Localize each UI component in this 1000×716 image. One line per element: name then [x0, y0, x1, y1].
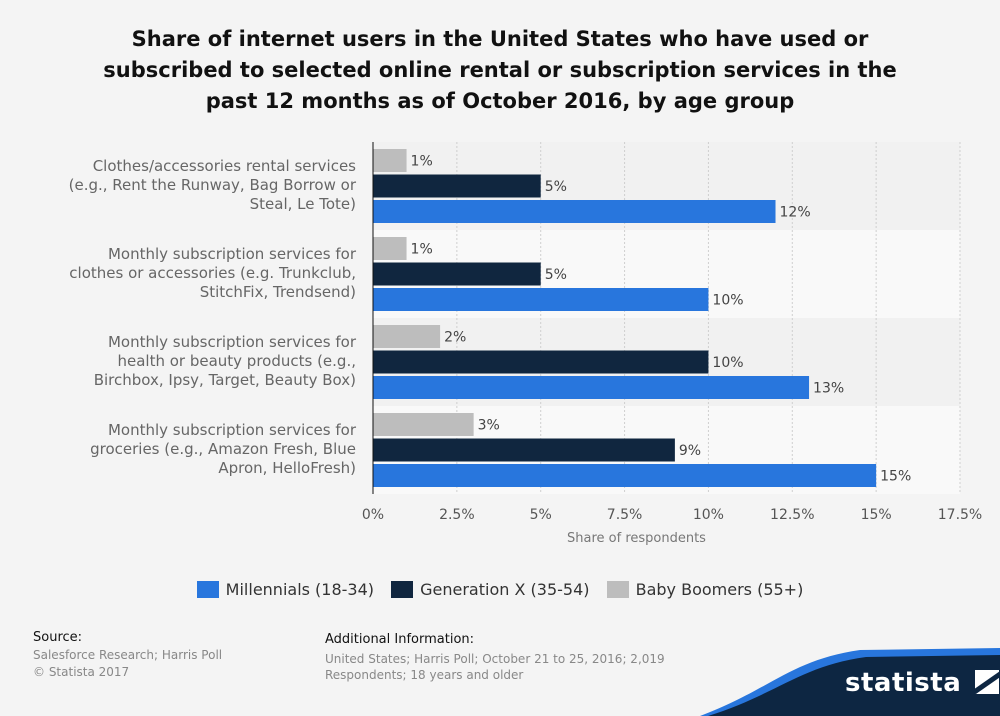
category-label-line: health or beauty products (e.g., — [117, 352, 356, 370]
copyright-line: © Statista 2017 — [33, 665, 130, 679]
source-line: Salesforce Research; Harris Poll — [33, 648, 223, 662]
legend-label: Millennials (18-34) — [225, 580, 375, 599]
category-label-line: groceries (e.g., Amazon Fresh, Blue — [90, 440, 356, 458]
x-tick-label: 12.5% — [770, 507, 814, 523]
x-tick-label: 10% — [693, 507, 724, 523]
data-label: 12% — [780, 205, 811, 221]
legend-swatch — [391, 581, 414, 598]
legend-swatch — [606, 581, 629, 598]
category-label-line: Clothes/accessories rental services — [92, 157, 356, 175]
x-tick-label: 7.5% — [607, 507, 643, 523]
legend-swatch — [196, 581, 219, 598]
bar — [373, 438, 675, 462]
x-tick-label: 2.5% — [439, 507, 475, 523]
data-label: 9% — [679, 443, 701, 459]
x-tick-label: 5% — [530, 507, 552, 523]
x-tick-label: 15% — [861, 507, 892, 523]
bar — [373, 350, 709, 374]
category-label-line: Birchbox, Ipsy, Target, Beauty Box) — [93, 371, 356, 389]
x-tick-label: 0% — [362, 507, 384, 523]
legend-label: Generation X (35-54) — [420, 580, 590, 599]
legend-item-generation-x[interactable]: Generation X (35-54) — [391, 580, 590, 599]
category-label-line: Apron, HelloFresh) — [218, 459, 356, 477]
legend-label: Baby Boomers (55+) — [635, 580, 804, 599]
chart-title-line: past 12 months as of October 2016, by ag… — [205, 89, 795, 113]
bar — [373, 200, 776, 223]
category-label: Monthly subscription services for clothes… — [56, 245, 356, 302]
chart-title-line: subscribed to selected online rental or … — [103, 58, 897, 82]
bar — [373, 288, 709, 311]
data-label: 10% — [712, 355, 743, 371]
category-label: Monthly subscription services for health … — [56, 333, 356, 390]
bar — [373, 464, 877, 487]
additional-info-text: United States; Harris Poll; October 21 t… — [325, 652, 665, 682]
category-label: Clothes/accessories rental services (e.g.… — [56, 157, 356, 214]
category-label-line: (e.g., Rent the Runway, Bag Borrow or — [68, 176, 356, 194]
bar — [373, 376, 810, 399]
source-heading: Source: — [33, 630, 83, 645]
category-label-line: clothes or accessories (e.g. Trunkclub, — [69, 264, 356, 282]
data-label: 1% — [411, 242, 433, 258]
legend-item-baby-boomers[interactable]: Baby Boomers (55+) — [606, 580, 804, 599]
data-label: 15% — [880, 469, 911, 485]
source-text: Salesforce Research; Harris Poll © Stati… — [33, 647, 222, 681]
brand-name: statista — [845, 668, 962, 698]
category-label-line: Monthly subscription services for — [107, 333, 356, 351]
chart-title: Share of internet users in the United St… — [60, 24, 940, 117]
legend-item-millennials[interactable]: Millennials (18-34) — [196, 580, 375, 599]
additional-info-heading: Additional Information: — [325, 632, 475, 647]
category-label-line: StitchFix, Trendsend) — [199, 283, 356, 301]
data-label: 5% — [545, 179, 567, 195]
bar — [373, 413, 474, 436]
bar — [373, 149, 407, 172]
bar — [373, 237, 407, 260]
data-label: 13% — [813, 381, 844, 397]
category-label-line: Steal, Le Tote) — [249, 195, 356, 213]
data-label: 3% — [478, 418, 500, 434]
statista-logo: statista — [845, 668, 999, 698]
bar — [373, 325, 441, 348]
legend: Millennials (18-34) Generation X (35-54)… — [0, 580, 1000, 599]
data-label: 10% — [712, 293, 743, 309]
category-label-line: Monthly subscription services for — [107, 421, 356, 439]
data-label: 5% — [545, 267, 567, 283]
x-tick-label: 17.5% — [938, 507, 982, 523]
chart-title-line: Share of internet users in the United St… — [131, 27, 869, 51]
x-axis-label: Share of respondents — [567, 531, 706, 546]
category-label: Monthly subscription services for groceri… — [56, 421, 356, 478]
data-label: 2% — [444, 330, 466, 346]
category-label-line: Monthly subscription services for — [107, 245, 356, 263]
data-label: 1% — [411, 154, 433, 170]
statista-logo-icon — [974, 670, 999, 694]
bar — [373, 174, 541, 198]
bar — [373, 262, 541, 286]
